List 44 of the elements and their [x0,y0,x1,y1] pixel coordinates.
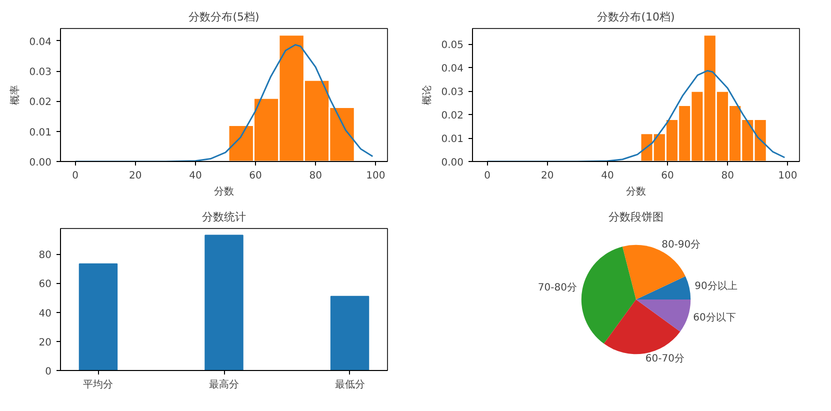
x-tick-label: 60 [249,170,262,182]
x-tick-label: 40 [189,170,202,182]
slice-label: 60-70分 [645,352,684,364]
y-tick-label: 0.03 [29,67,52,78]
slice-label: 70-80分 [538,282,577,294]
chart-title: 分数分布(10档) [597,10,675,24]
slice-label: 90分以上 [694,280,738,292]
x-tick-label: 20 [541,170,554,182]
x-axis-title: 分数 [214,186,234,198]
slice-label: 60分以下 [693,312,736,324]
y-tick-label: 0.00 [441,158,464,168]
y-tick-label: 0.02 [441,110,464,122]
y-tick-label: 0.00 [29,158,52,168]
x-tick-label: 20 [129,170,142,182]
y-tick-label: 0.04 [29,36,52,48]
slice-label: 80-90分 [662,238,701,251]
y-axis-title: 概论 [421,85,434,105]
x-tick-label: 0 [484,170,491,182]
chart-title: 分数分布(5档) [188,10,260,24]
y-tick-label: 0.02 [29,97,52,108]
x-tick-label: 60 [661,170,674,182]
x-tick-label: 最低分 [334,378,365,390]
y-tick-label: 0.03 [441,87,464,98]
y-tick-label: 0.01 [29,127,52,138]
chart-title: 分数段饼图 [608,210,664,224]
x-tick-label: 最高分 [209,378,239,390]
y-axis-title: 概率 [9,85,22,105]
x-tick-label: 平均分 [83,378,114,390]
y-tick-label: 20 [38,337,52,348]
y-tick-label: 0.05 [441,40,464,52]
y-tick-label: 0.01 [441,134,464,146]
y-tick-label: 40 [38,308,52,320]
chart-title: 分数统计 [202,210,246,224]
x-axis-title: 分数 [626,186,646,198]
x-tick-label: 40 [601,170,614,182]
x-tick-label: 0 [72,170,79,182]
y-tick-label: 80 [38,250,52,262]
y-tick-label: 60 [38,279,52,290]
x-tick-label: 100 [778,170,798,182]
x-tick-label: 80 [309,170,322,182]
y-tick-label: 0 [45,366,52,378]
x-tick-label: 100 [366,170,386,182]
y-tick-label: 0.04 [441,64,464,75]
x-tick-label: 80 [721,170,734,182]
